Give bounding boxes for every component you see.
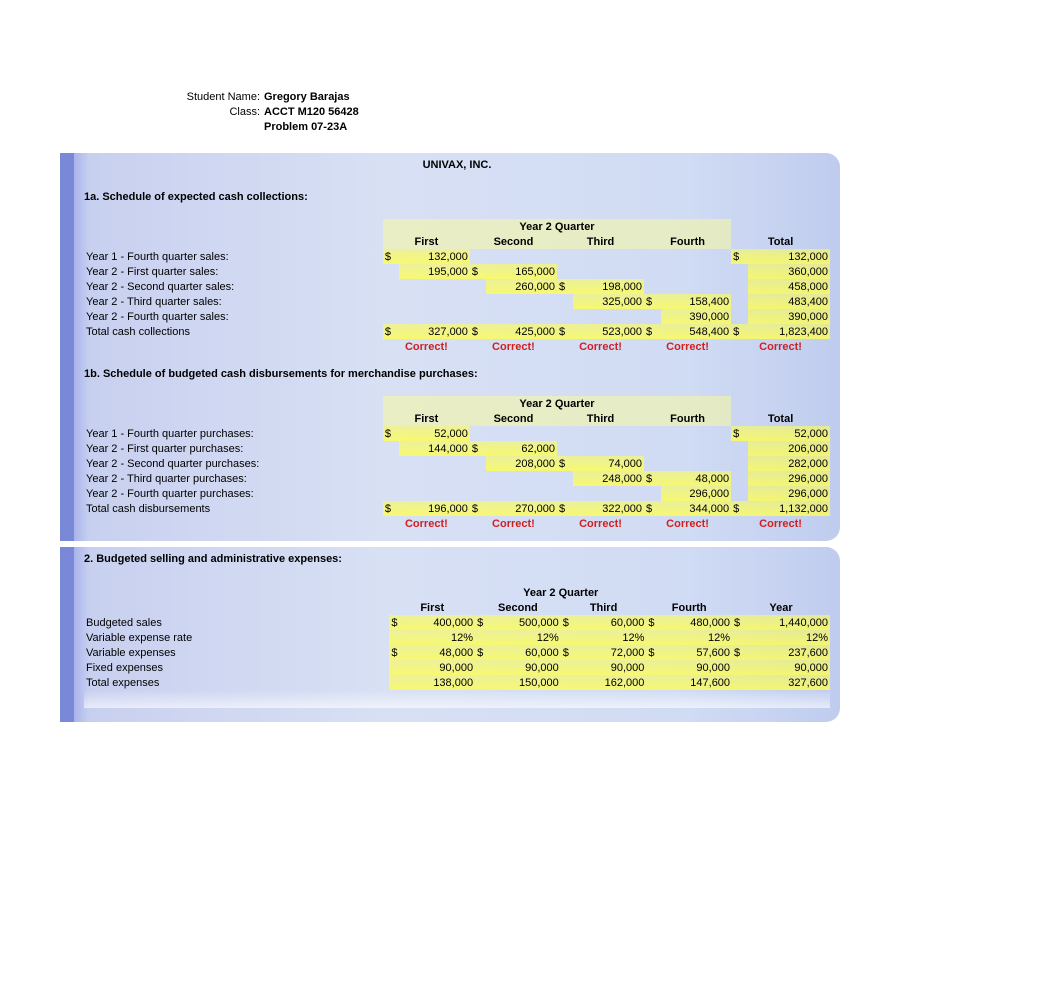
correct-badge: Correct! <box>731 516 830 531</box>
col-third: Third <box>557 411 644 426</box>
table-2: Year 2 Quarter First Second Third Fourth… <box>84 585 830 708</box>
table-row: Year 2 - Second quarter purchases:208,00… <box>84 456 830 471</box>
correct-badge: Correct! <box>383 339 470 354</box>
year2-quarter-hdr: Year 2 Quarter <box>383 219 731 234</box>
section-1b-title: 1b. Schedule of budgeted cash disburseme… <box>84 368 830 380</box>
col-total: Total <box>731 234 830 249</box>
col-first: First <box>389 600 475 615</box>
student-name: Gregory Barajas <box>264 90 350 105</box>
row-budgeted-sales: Budgeted sales $400,000 $500,000 $60,000… <box>84 615 830 630</box>
year2-quarter-hdr: Year 2 Quarter <box>383 396 731 411</box>
column-headers: First Second Third Fourth Total <box>84 234 830 249</box>
quarter-header-row: Year 2 Quarter <box>84 396 830 411</box>
block-2: 2. Budgeted selling and administrative e… <box>60 547 840 722</box>
col-fourth: Fourth <box>644 234 731 249</box>
correct-badge: Correct! <box>557 339 644 354</box>
totals-1b-row: Total cash disbursements $196,000 $270,0… <box>84 501 830 516</box>
section-2-title: 2. Budgeted selling and administrative e… <box>84 553 830 565</box>
company-title: UNIVAX, INC. <box>84 159 830 171</box>
col-third: Third <box>561 600 647 615</box>
table-row: Year 2 - Third quarter purchases:248,000… <box>84 471 830 486</box>
header: Student Name: Gregory Barajas Class: ACC… <box>60 90 840 135</box>
table-row: Year 2 - Fourth quarter purchases:296,00… <box>84 486 830 501</box>
table-row: Year 1 - Fourth quarter sales:$132,000$1… <box>84 249 830 264</box>
col-second: Second <box>475 600 561 615</box>
table-1a: Year 2 Quarter First Second Third Fourth… <box>84 219 830 354</box>
table-row: Year 2 - Fourth quarter sales:390,000390… <box>84 309 830 324</box>
table-1b: Year 2 Quarter First Second Third Fourth… <box>84 396 830 531</box>
fade-row <box>84 690 830 708</box>
col-second: Second <box>470 411 557 426</box>
problem-id: Problem 07-23A <box>264 120 347 135</box>
correct-badge: Correct! <box>644 339 731 354</box>
row-total-expenses: Total expenses 138,000 150,000 162,000 1… <box>84 675 830 690</box>
totals-1b-label: Total cash disbursements <box>84 501 383 516</box>
quarter-header-row: Year 2 Quarter <box>84 219 830 234</box>
table-row: Year 2 - Third quarter sales:325,000$158… <box>84 294 830 309</box>
section-1a-title: 1a. Schedule of expected cash collection… <box>84 191 830 203</box>
correct-1a-row: Correct! Correct! Correct! Correct! Corr… <box>84 339 830 354</box>
class-label: Class: <box>60 105 264 120</box>
column-headers: First Second Third Fourth Total <box>84 411 830 426</box>
table-row: Year 1 - Fourth quarter purchases:$52,00… <box>84 426 830 441</box>
col-second: Second <box>470 234 557 249</box>
correct-badge: Correct! <box>470 516 557 531</box>
row-variable-rate: Variable expense rate 12% 12% 12% 12% 12… <box>84 630 830 645</box>
totals-1a-row: Total cash collections $327,000 $425,000… <box>84 324 830 339</box>
quarter-header-row: Year 2 Quarter <box>84 585 830 600</box>
col-first: First <box>383 234 470 249</box>
correct-badge: Correct! <box>644 516 731 531</box>
correct-badge: Correct! <box>557 516 644 531</box>
col-fourth: Fourth <box>644 411 731 426</box>
column-headers: First Second Third Fourth Year <box>84 600 830 615</box>
col-first: First <box>383 411 470 426</box>
totals-1a-label: Total cash collections <box>84 324 383 339</box>
correct-1b-row: Correct! Correct! Correct! Correct! Corr… <box>84 516 830 531</box>
correct-badge: Correct! <box>470 339 557 354</box>
table-row: Year 2 - First quarter sales:195,000$165… <box>84 264 830 279</box>
col-year: Year <box>732 600 830 615</box>
year2-quarter-hdr: Year 2 Quarter <box>389 585 732 600</box>
row-variable-expenses: Variable expenses $48,000 $60,000 $72,00… <box>84 645 830 660</box>
correct-badge: Correct! <box>731 339 830 354</box>
col-fourth: Fourth <box>646 600 732 615</box>
student-label: Student Name: <box>60 90 264 105</box>
correct-badge: Correct! <box>383 516 470 531</box>
class-value: ACCT M120 56428 <box>264 105 359 120</box>
table-row: Year 2 - Second quarter sales:260,000$19… <box>84 279 830 294</box>
col-third: Third <box>557 234 644 249</box>
table-row: Year 2 - First quarter purchases:144,000… <box>84 441 830 456</box>
row-fixed-expenses: Fixed expenses 90,000 90,000 90,000 90,0… <box>84 660 830 675</box>
col-total: Total <box>731 411 830 426</box>
block-1: UNIVAX, INC. 1a. Schedule of expected ca… <box>60 153 840 541</box>
